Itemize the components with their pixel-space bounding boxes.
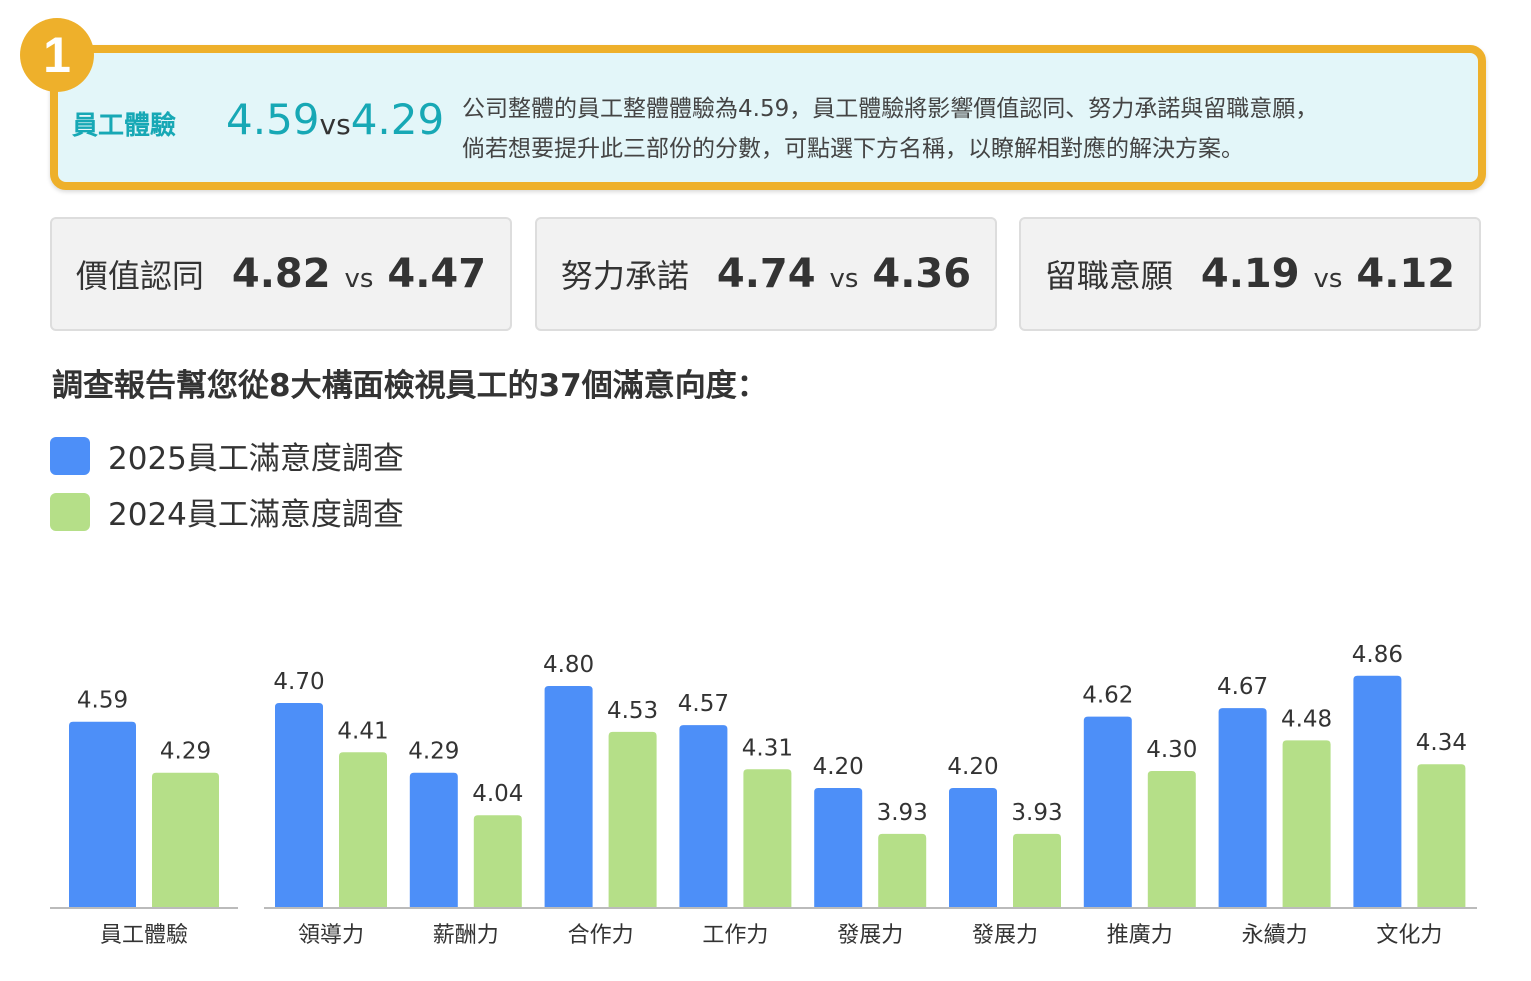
- data-label: 4.80: [543, 652, 594, 678]
- bar-2025: [679, 725, 728, 907]
- card-values: 4.82 vs 4.47: [231, 251, 487, 297]
- bar-2025: [544, 686, 593, 907]
- data-label: 4.29: [160, 739, 211, 765]
- legend-swatch: [50, 492, 90, 531]
- bar-2024: [1282, 740, 1331, 907]
- highlight-description: 公司整體的員工整體體驗為4.59，員工體驗將影響價值認同、努力承諾與留職意願， 倘…: [462, 89, 1472, 169]
- x-tick-label[interactable]: 合作力: [568, 923, 634, 948]
- data-label: 4.29: [408, 739, 459, 765]
- value-2025: 4.59: [226, 95, 320, 144]
- x-tick-label[interactable]: 薪酬力: [433, 923, 499, 948]
- vs-text: vs: [319, 108, 351, 141]
- bar-2025: [275, 703, 323, 907]
- card-label: 努力承諾: [560, 257, 689, 295]
- highlight-panel: 員工體驗 4.59vs4.29 公司整體的員工整體體驗為4.59，員工體驗將影響…: [50, 45, 1486, 190]
- card-effort-commitment[interactable]: 努力承諾 4.74 vs 4.36: [535, 217, 997, 331]
- x-tick-label[interactable]: 領導力: [298, 923, 364, 948]
- data-label: 4.70: [273, 669, 324, 695]
- data-label: 4.67: [1217, 674, 1268, 700]
- x-tick-label[interactable]: 發展力: [837, 923, 903, 948]
- x-tick-label[interactable]: 發展力: [972, 923, 1038, 948]
- bar-2024: [1417, 764, 1466, 907]
- data-label: 4.48: [1281, 706, 1332, 732]
- data-label: 4.41: [337, 718, 388, 744]
- card-values: 4.19 vs 4.12: [1200, 251, 1456, 297]
- bar-2025: [409, 772, 458, 907]
- data-label: 4.57: [678, 691, 729, 717]
- data-label: 4.30: [1146, 737, 1197, 763]
- legend-item-2025: 2025員工滿意度調查: [50, 433, 404, 478]
- x-tick-label[interactable]: 文化力: [1376, 923, 1442, 948]
- legend-swatch: [50, 436, 90, 475]
- card-label: 留職意願: [1044, 257, 1173, 295]
- bar-2024: [878, 833, 927, 907]
- data-label: 4.59: [77, 688, 128, 714]
- data-label: 4.04: [472, 781, 523, 807]
- bar-2024: [1147, 771, 1196, 907]
- bar-2025: [1218, 708, 1267, 907]
- section-heading: 調查報告幫您從8大構面檢視員工的37個滿意向度：: [52, 368, 768, 404]
- data-label: 4.62: [1082, 683, 1133, 709]
- bar-2024: [743, 769, 792, 907]
- legend-item-2024: 2024員工滿意度調查: [50, 489, 404, 534]
- legend-label: 2024員工滿意度調查: [108, 497, 404, 533]
- bar-2024: [339, 752, 387, 907]
- bar-2025: [949, 788, 997, 907]
- x-tick-label[interactable]: 永續力: [1242, 923, 1308, 948]
- value-2024: 4.29: [350, 95, 445, 144]
- data-label: 4.31: [742, 735, 793, 761]
- bar-2025: [69, 721, 136, 907]
- card-value-recognition[interactable]: 價值認同 4.82 vs 4.47: [50, 217, 512, 331]
- highlight-label[interactable]: 員工體驗: [72, 111, 177, 141]
- x-tick-label[interactable]: 員工體驗: [100, 923, 188, 948]
- data-label: 4.34: [1416, 730, 1467, 756]
- bar-2024: [473, 815, 522, 907]
- description-line: 倘若想要提升此三部份的分數，可點選下方名稱，以瞭解相對應的解決方案。: [462, 136, 1244, 162]
- bar-2024: [608, 731, 657, 907]
- data-label: 4.20: [947, 754, 998, 780]
- data-label: 4.86: [1352, 642, 1403, 668]
- bar-2024: [1013, 833, 1061, 907]
- data-label: 3.93: [1011, 800, 1062, 826]
- card-retention-intent[interactable]: 留職意願 4.19 vs 4.12: [1019, 217, 1481, 331]
- x-tick-label[interactable]: 工作力: [702, 923, 768, 948]
- description-line: 公司整體的員工整體體驗為4.59，員工體驗將影響價值認同、努力承諾與留職意願，: [462, 96, 1319, 122]
- data-label: 3.93: [877, 800, 928, 826]
- legend-label: 2025員工滿意度調查: [108, 441, 404, 477]
- bar-2025: [1353, 675, 1402, 907]
- card-label: 價值認同: [75, 257, 204, 295]
- highlight-values: 4.59vs4.29: [226, 95, 444, 144]
- step-badge: 1: [20, 18, 94, 92]
- x-tick-label[interactable]: 推廣力: [1107, 923, 1173, 948]
- data-label: 4.53: [607, 698, 658, 724]
- card-values: 4.74 vs 4.36: [716, 251, 972, 297]
- bar-2025: [1083, 716, 1132, 907]
- bar-2024: [152, 772, 219, 907]
- bar-2025: [814, 788, 863, 907]
- data-label: 4.20: [813, 754, 864, 780]
